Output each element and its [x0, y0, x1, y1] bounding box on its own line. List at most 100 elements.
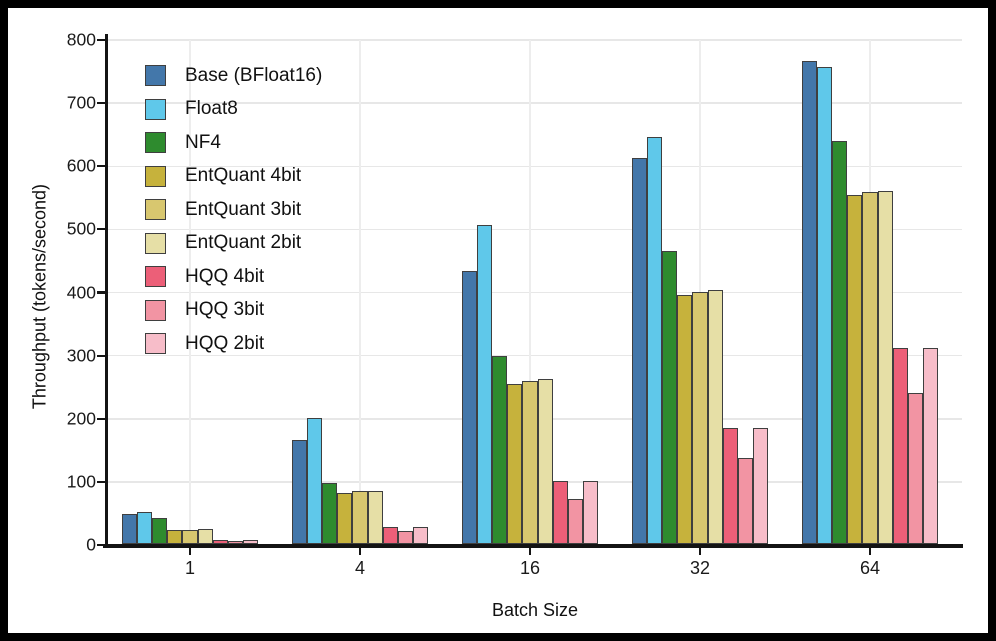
bar-base-bfloat16-	[121, 513, 137, 544]
x-axis-label: Batch Size	[491, 600, 579, 620]
y-tick-label: 200	[66, 408, 96, 429]
legend-swatch	[145, 199, 166, 221]
legend-item: NF4	[145, 126, 322, 160]
bar-float8	[136, 511, 153, 544]
bar-entquant-4bit	[507, 383, 523, 544]
bar-base-bfloat16-	[461, 270, 477, 544]
y-tick-label: 0	[86, 534, 96, 555]
bar-entquant-2bit	[367, 490, 383, 544]
y-tick-label: 400	[66, 282, 96, 302]
x-axis-spine	[103, 544, 963, 548]
legend-item: HQQ 4bit	[145, 260, 322, 294]
bar-entquant-3bit	[692, 291, 708, 544]
x-tick-mark	[188, 547, 192, 555]
bar-hqq-2bit	[583, 480, 599, 544]
x-tick-label: 4	[354, 558, 365, 578]
y-tick-mark	[97, 38, 105, 42]
bar-hqq-4bit	[212, 539, 228, 544]
legend-label: EntQuant 4bit	[185, 165, 302, 187]
legend-swatch	[145, 266, 166, 288]
bar-base-bfloat16-	[631, 157, 647, 544]
y-axis-spine	[105, 34, 108, 548]
legend-label: Base (BFloat16)	[185, 64, 323, 86]
legend-item: HQQ 3bit	[145, 294, 322, 328]
x-tick-mark	[868, 547, 872, 555]
h-gridline	[108, 165, 962, 167]
legend-item: EntQuant 2bit	[145, 227, 322, 261]
bar-hqq-3bit	[907, 392, 924, 544]
y-tick-mark	[97, 417, 105, 420]
legend-label: HQQ 4bit	[185, 265, 265, 287]
bar-nf4	[832, 141, 848, 544]
bar-hqq-4bit	[892, 348, 908, 544]
bar-hqq-3bit	[397, 531, 414, 544]
legend-item: Base (BFloat16)	[145, 59, 322, 93]
legend-label: EntQuant 3bit	[185, 198, 302, 220]
bar-entquant-3bit	[182, 530, 198, 544]
bar-hqq-2bit	[413, 526, 429, 544]
v-gridline	[529, 40, 531, 545]
bar-entquant-3bit	[522, 381, 538, 544]
y-tick-mark	[97, 165, 105, 168]
legend-item: Float8	[145, 93, 322, 127]
bar-hqq-3bit	[227, 540, 244, 544]
bar-entquant-4bit	[847, 194, 863, 544]
bar-entquant-2bit	[707, 289, 723, 544]
legend-label: Float8	[185, 98, 238, 120]
bar-entquant-3bit	[352, 490, 368, 544]
h-gridline	[108, 354, 962, 357]
legend-swatch	[145, 98, 166, 120]
x-tick-label: 32	[689, 558, 711, 578]
legend-swatch	[145, 132, 166, 154]
legend-swatch	[145, 232, 166, 254]
bar-hqq-4bit	[382, 526, 398, 544]
h-gridline	[108, 39, 962, 41]
bar-hqq-2bit	[243, 539, 259, 544]
x-tick-mark	[358, 547, 362, 555]
y-tick-mark	[97, 102, 105, 105]
bar-base-bfloat16-	[801, 61, 817, 544]
bar-float8	[306, 418, 323, 544]
bar-base-bfloat16-	[291, 440, 307, 544]
legend-swatch	[145, 165, 166, 187]
bar-entquant-4bit	[677, 294, 693, 544]
x-tick-label: 64	[859, 558, 881, 578]
y-tick-mark	[97, 354, 105, 357]
bar-hqq-4bit	[552, 480, 568, 544]
x-tick-mark	[698, 547, 702, 555]
y-tick-mark	[97, 480, 105, 483]
y-tick-label: 600	[66, 155, 96, 176]
y-tick-label: 100	[66, 471, 96, 492]
y-tick-label: 500	[66, 218, 96, 239]
legend-item: EntQuant 4bit	[145, 160, 322, 194]
h-gridline	[108, 291, 962, 294]
y-tick-label: 300	[66, 345, 96, 366]
legend-swatch	[145, 65, 166, 87]
bar-float8	[816, 66, 833, 544]
legend-label: NF4	[185, 131, 221, 153]
bar-hqq-3bit	[567, 498, 584, 544]
bar-hqq-4bit	[722, 427, 738, 544]
plot-area: 0 100 200 300 400 500 600 700 800 1 4 16 32 64	[67, 30, 963, 578]
bar-entquant-2bit	[197, 529, 213, 544]
y-tick-label: 800	[66, 29, 96, 50]
y-tick-mark	[97, 291, 105, 294]
bar-entquant-2bit	[537, 379, 553, 544]
bar-entquant-3bit	[862, 192, 878, 544]
x-tick-label: 16	[519, 558, 541, 578]
bar-entquant-4bit	[337, 492, 353, 544]
y-tick-mark	[97, 228, 105, 231]
bar-entquant-4bit	[167, 530, 183, 544]
bar-hqq-2bit	[923, 348, 939, 544]
legend-label: HQQ 2bit	[185, 332, 265, 354]
legend-swatch	[145, 333, 166, 355]
y-tick-mark	[97, 543, 105, 547]
bar-float8	[476, 225, 493, 544]
legend-label: EntQuant 2bit	[185, 232, 302, 254]
x-tick-label: 1	[184, 558, 195, 578]
bar-hqq-2bit	[753, 428, 769, 544]
bar-nf4	[662, 251, 678, 544]
legend-swatch	[145, 299, 166, 321]
v-gridline	[189, 40, 191, 545]
h-gridline	[108, 102, 962, 104]
